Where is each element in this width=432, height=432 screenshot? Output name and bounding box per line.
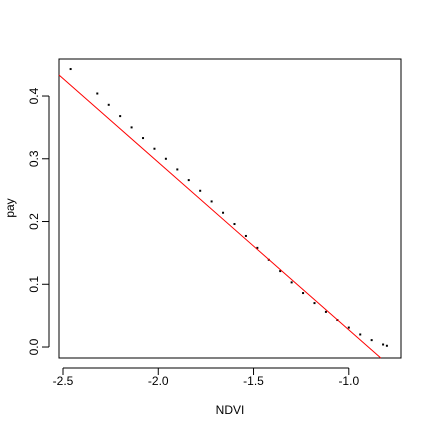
point (130, 126, 133, 129)
x-axis-label: NDVI (216, 403, 245, 417)
y-axis-label: pay (3, 198, 17, 217)
point (119, 115, 122, 118)
point (370, 339, 373, 342)
point (290, 281, 293, 284)
point (69, 68, 72, 71)
point (256, 246, 259, 249)
point (313, 302, 316, 305)
x-tick-label: -1.0 (338, 374, 359, 388)
point (187, 179, 190, 182)
point (324, 310, 327, 313)
fit-line (58, 74, 382, 359)
point (347, 326, 350, 329)
point (244, 234, 247, 237)
y-tick-label: 0.3 (27, 150, 41, 167)
point (222, 211, 225, 214)
point (359, 333, 362, 336)
point (302, 292, 305, 295)
y-tick-label: 0.2 (27, 213, 41, 230)
y-tick-label: 0.4 (27, 87, 41, 104)
point (210, 200, 213, 203)
point (176, 168, 179, 171)
point (385, 344, 388, 347)
point (107, 103, 110, 106)
point (279, 270, 282, 273)
point (233, 223, 236, 226)
point (142, 137, 145, 140)
y-tick-label: 0.0 (27, 338, 41, 355)
point (199, 189, 202, 192)
point (96, 92, 99, 95)
x-tick-label: -2.0 (148, 374, 169, 388)
point (153, 147, 156, 150)
plot-box (58, 58, 402, 359)
x-tick-label: -1.5 (243, 374, 264, 388)
x-tick-label: -2.5 (53, 374, 74, 388)
point (164, 157, 167, 160)
y-tick-label: 0.1 (27, 276, 41, 293)
point (382, 343, 385, 346)
